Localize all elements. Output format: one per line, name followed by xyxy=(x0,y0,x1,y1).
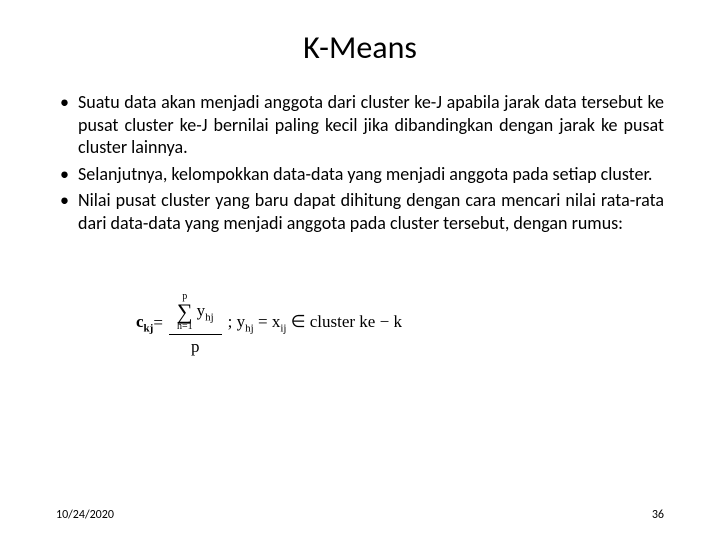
sigma-icon: p ∑ h=1 xyxy=(177,292,193,332)
sum-term: yhj xyxy=(197,301,214,323)
formula-numerator: p ∑ h=1 yhj xyxy=(169,290,222,335)
bullet-list: Suatu data akan menjadi anggota dari clu… xyxy=(56,91,664,234)
formula-equals: = xyxy=(153,313,163,333)
formula-rhs: ; yhj = xij ∈ cluster ke − k xyxy=(228,312,402,334)
sum-term-y-sub: hj xyxy=(205,311,214,323)
footer-date: 10/24/2020 xyxy=(56,508,114,522)
formula-c: c xyxy=(136,312,144,331)
formula-fraction: p ∑ h=1 yhj p xyxy=(169,290,222,357)
list-item: Suatu data akan menjadi anggota dari clu… xyxy=(56,91,664,159)
list-item: Selanjutnya, kelompokkan data-data yang … xyxy=(56,163,664,186)
formula-c-sub: kj xyxy=(144,323,154,335)
page-title: K-Means xyxy=(56,28,664,67)
formula-y: y xyxy=(237,312,246,331)
list-item: Nilai pusat cluster yang baru dapat dihi… xyxy=(56,189,664,234)
sum-lower: h=1 xyxy=(177,322,193,332)
formula-denominator: p xyxy=(187,335,204,357)
footer-page-number: 36 xyxy=(652,508,664,522)
formula-sep: ; xyxy=(228,312,237,331)
formula-eq2: = xyxy=(258,312,272,331)
formula-member: ∈ cluster ke − k xyxy=(291,312,402,331)
formula-y-sub: hj xyxy=(245,323,254,335)
formula-x-sub: ij xyxy=(280,323,286,335)
sigma-symbol: ∑ xyxy=(177,302,193,322)
slide: K-Means Suatu data akan menjadi anggota … xyxy=(0,0,720,540)
formula: ckj = p ∑ h=1 yhj p ; yhj = xij ∈ cluste… xyxy=(136,290,664,357)
sum-term-y: y xyxy=(197,301,206,320)
formula-lhs: ckj xyxy=(136,312,153,334)
